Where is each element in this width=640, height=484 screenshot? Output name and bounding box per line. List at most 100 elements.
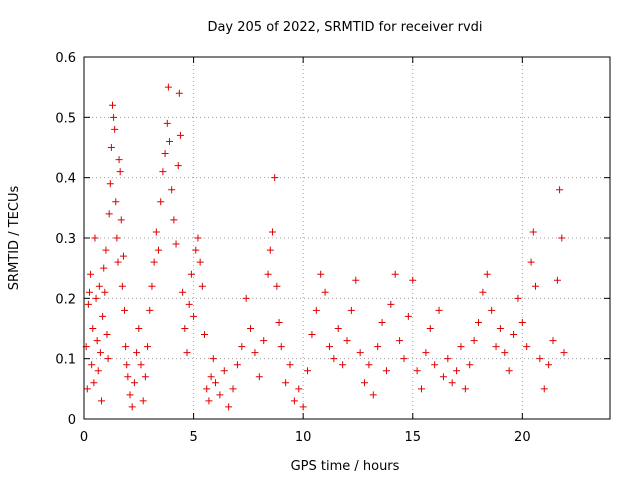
data-point (496, 325, 504, 332)
data-point (560, 349, 568, 357)
data-point (286, 361, 294, 369)
data-point (435, 306, 443, 314)
data-point (107, 144, 115, 151)
data-point (391, 270, 399, 278)
data-point (128, 403, 136, 411)
data-point (277, 343, 285, 351)
chart-title: Day 205 of 2022, SRMTID for receiver rvd… (207, 20, 482, 35)
data-point (361, 379, 369, 387)
x-tick-label: 5 (189, 430, 197, 445)
data-point (439, 373, 447, 381)
data-point (216, 391, 224, 399)
data-point (209, 355, 217, 363)
data-point (130, 379, 138, 387)
data-point (192, 246, 200, 254)
data-point (400, 355, 408, 363)
data-point (271, 174, 279, 182)
data-point (176, 131, 184, 139)
y-tick-label: 0.6 (55, 51, 76, 66)
x-tick-label: 15 (404, 430, 421, 445)
data-point (518, 318, 526, 326)
data-point (461, 385, 469, 393)
data-point (251, 349, 259, 357)
data-point (422, 349, 430, 357)
data-point (83, 385, 91, 393)
data-point (106, 180, 114, 188)
data-point (198, 282, 206, 290)
data-point (268, 228, 276, 236)
data-point (418, 385, 426, 393)
data-point (409, 276, 417, 284)
data-point (137, 361, 145, 369)
data-point (220, 367, 228, 375)
data-point (308, 331, 316, 339)
data-point (347, 306, 355, 314)
data-point (343, 337, 351, 345)
grid (84, 57, 610, 419)
data-point (264, 270, 272, 278)
data-point (492, 343, 500, 351)
data-point (334, 325, 342, 332)
data-point (123, 361, 131, 369)
x-tick-label: 0 (80, 430, 88, 445)
data-point (339, 361, 347, 369)
data-point (475, 318, 482, 326)
data-point (99, 312, 107, 320)
data-point (558, 234, 566, 242)
data-point (161, 150, 169, 158)
data-point (295, 385, 303, 393)
data-point (453, 367, 461, 375)
data-point (523, 343, 531, 351)
data-point (170, 216, 178, 224)
data-point (93, 337, 101, 345)
data-point (260, 337, 268, 345)
data-point (164, 83, 172, 91)
data-point (108, 101, 116, 109)
data-point (479, 288, 487, 296)
data-point (501, 349, 509, 357)
data-point (531, 282, 539, 290)
y-tick-label: 0.2 (55, 292, 76, 307)
data-point (157, 198, 165, 206)
data-point (88, 361, 96, 369)
data-point (165, 137, 173, 145)
data-point (378, 318, 386, 326)
data-point (84, 300, 92, 308)
data-point (527, 258, 535, 266)
data-point (90, 379, 98, 387)
data-point (505, 367, 513, 375)
data-point (330, 355, 338, 363)
data-point (139, 397, 147, 405)
data-point (201, 331, 209, 339)
data-point (545, 361, 553, 369)
data-point (148, 282, 156, 290)
data-point (396, 337, 404, 345)
data-point (304, 367, 312, 375)
data-point (247, 325, 255, 332)
data-point (116, 168, 124, 176)
data-point (536, 355, 544, 363)
data-point (325, 343, 333, 351)
y-axis-label: SRMTID / TECUs (7, 186, 22, 291)
data-point (135, 325, 143, 332)
data-point (112, 198, 120, 206)
data-point (181, 325, 189, 332)
data-point (111, 125, 119, 133)
data-point (102, 246, 110, 254)
data-point (255, 373, 263, 381)
data-point (448, 379, 456, 387)
data-point (187, 270, 195, 278)
data-point (179, 288, 187, 296)
data-point (510, 331, 518, 339)
x-tick-label: 20 (514, 430, 531, 445)
data-point (299, 403, 307, 411)
data-point (141, 373, 149, 381)
data-point (356, 349, 364, 357)
data-point (444, 355, 452, 363)
data-point (312, 306, 320, 314)
x-axis-label: GPS time / hours (291, 459, 400, 474)
data-point (203, 385, 211, 393)
data-point (119, 252, 127, 260)
